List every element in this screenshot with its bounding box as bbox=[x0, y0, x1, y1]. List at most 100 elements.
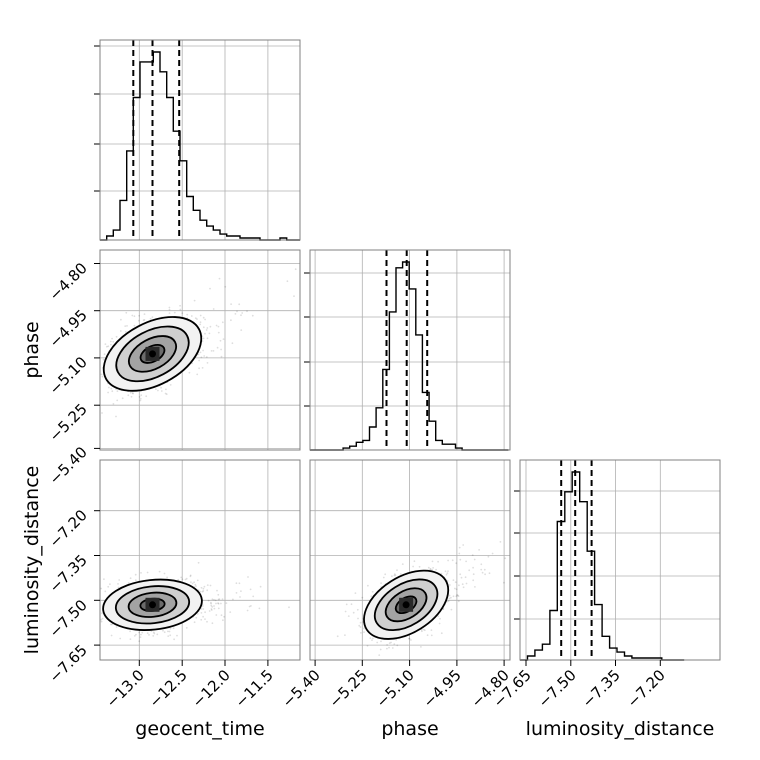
scatter-point bbox=[142, 319, 145, 322]
axes-frame bbox=[309, 249, 511, 451]
scatter-point bbox=[450, 596, 452, 599]
scatter-point bbox=[168, 630, 171, 633]
scatter-point bbox=[217, 325, 220, 328]
scatter-point bbox=[210, 604, 213, 607]
scatter-point bbox=[213, 605, 215, 607]
tick-label: −5.25 bbox=[46, 400, 91, 445]
scatter-point bbox=[176, 634, 178, 637]
scatter-point bbox=[388, 642, 391, 644]
y-axis-label-luminosity-distance: luminosity_distance bbox=[21, 466, 43, 655]
scatter-point bbox=[352, 611, 355, 614]
scatter-point bbox=[112, 340, 115, 343]
scatter-point bbox=[101, 375, 104, 378]
tick-label: −7.50 bbox=[46, 596, 91, 641]
scatter-point bbox=[121, 397, 124, 400]
scatter-point bbox=[110, 634, 113, 637]
scatter-point bbox=[193, 299, 196, 302]
scatter-point bbox=[393, 574, 396, 577]
scatter-point bbox=[250, 605, 252, 607]
scatter-point bbox=[167, 635, 170, 637]
scatter-point bbox=[179, 308, 182, 311]
scatter-point bbox=[146, 571, 149, 574]
scatter-point bbox=[204, 318, 207, 321]
scatter-point bbox=[131, 392, 134, 394]
scatter-point bbox=[164, 392, 167, 395]
scatter-point bbox=[241, 312, 244, 314]
scatter-point bbox=[206, 620, 208, 623]
scatter-point bbox=[127, 582, 130, 584]
scatter-point bbox=[217, 602, 220, 605]
scatter-point bbox=[390, 641, 392, 644]
scatter-point bbox=[198, 367, 201, 370]
scatter-point bbox=[138, 396, 141, 398]
scatter-point bbox=[201, 590, 204, 593]
scatter-point bbox=[208, 332, 211, 335]
scatter-point bbox=[191, 582, 194, 585]
scatter-point bbox=[446, 572, 449, 574]
scatter-point bbox=[361, 596, 364, 599]
scatter-point bbox=[118, 579, 121, 581]
scatter-point bbox=[199, 590, 202, 593]
scatter-point bbox=[391, 575, 393, 578]
scatter-point bbox=[229, 611, 232, 613]
scatter-point bbox=[451, 559, 454, 562]
scatter-point bbox=[100, 620, 103, 623]
scatter-point bbox=[488, 572, 491, 575]
scatter-point bbox=[391, 647, 394, 649]
scatter-point bbox=[201, 367, 204, 369]
scatter-point bbox=[222, 619, 224, 622]
scatter-point bbox=[347, 615, 350, 617]
scatter-point bbox=[432, 567, 434, 569]
panel-2d-phase-vs-luminosity-distance bbox=[309, 459, 511, 661]
scatter-point bbox=[124, 325, 127, 327]
scatter-point bbox=[109, 340, 112, 343]
scatter-point bbox=[126, 325, 128, 327]
scatter-point bbox=[458, 546, 461, 549]
scatter-point bbox=[236, 310, 238, 313]
scatter-point bbox=[429, 568, 431, 571]
scatter-point bbox=[238, 303, 241, 306]
scatter-point bbox=[481, 571, 484, 574]
scatter-point bbox=[440, 632, 443, 635]
scatter-point bbox=[206, 327, 209, 329]
scatter-point bbox=[401, 563, 404, 565]
tick-label: −12.0 bbox=[189, 666, 234, 711]
scatter-point bbox=[472, 573, 475, 576]
scatter-point bbox=[173, 638, 176, 641]
scatter-point bbox=[378, 654, 381, 656]
scatter-point bbox=[196, 318, 198, 320]
tick-label: −13.0 bbox=[103, 666, 148, 711]
scatter-point bbox=[449, 584, 451, 586]
scatter-point bbox=[137, 319, 140, 322]
scatter-point bbox=[101, 617, 104, 620]
scatter-point bbox=[206, 337, 209, 340]
scatter-point bbox=[177, 578, 180, 581]
scatter-point bbox=[499, 541, 502, 543]
scatter-point bbox=[140, 394, 143, 397]
scatter-point bbox=[336, 635, 339, 638]
scatter-point bbox=[215, 602, 217, 605]
scatter-point bbox=[454, 587, 456, 590]
scatter-point bbox=[104, 343, 107, 345]
scatter-point bbox=[345, 603, 348, 606]
scatter-point bbox=[202, 337, 205, 340]
scatter-point bbox=[193, 581, 196, 584]
scatter-point bbox=[376, 641, 379, 644]
scatter-point bbox=[213, 607, 216, 610]
tick-label: −7.35 bbox=[46, 551, 91, 596]
scatter-point bbox=[445, 573, 448, 576]
scatter-point bbox=[452, 579, 455, 581]
tick-label: −12.5 bbox=[146, 666, 191, 711]
scatter-point bbox=[134, 573, 137, 576]
scatter-point bbox=[215, 614, 218, 616]
scatter-point bbox=[169, 634, 172, 637]
scatter-point bbox=[202, 608, 205, 610]
scatter-point bbox=[230, 303, 233, 305]
scatter-point bbox=[129, 391, 132, 394]
scatter-point bbox=[259, 585, 262, 588]
scatter-point bbox=[202, 349, 205, 352]
scatter-point bbox=[384, 573, 387, 576]
scatter-point bbox=[193, 621, 196, 624]
panel-2d-geocent-time-vs-luminosity-distance bbox=[99, 459, 301, 661]
